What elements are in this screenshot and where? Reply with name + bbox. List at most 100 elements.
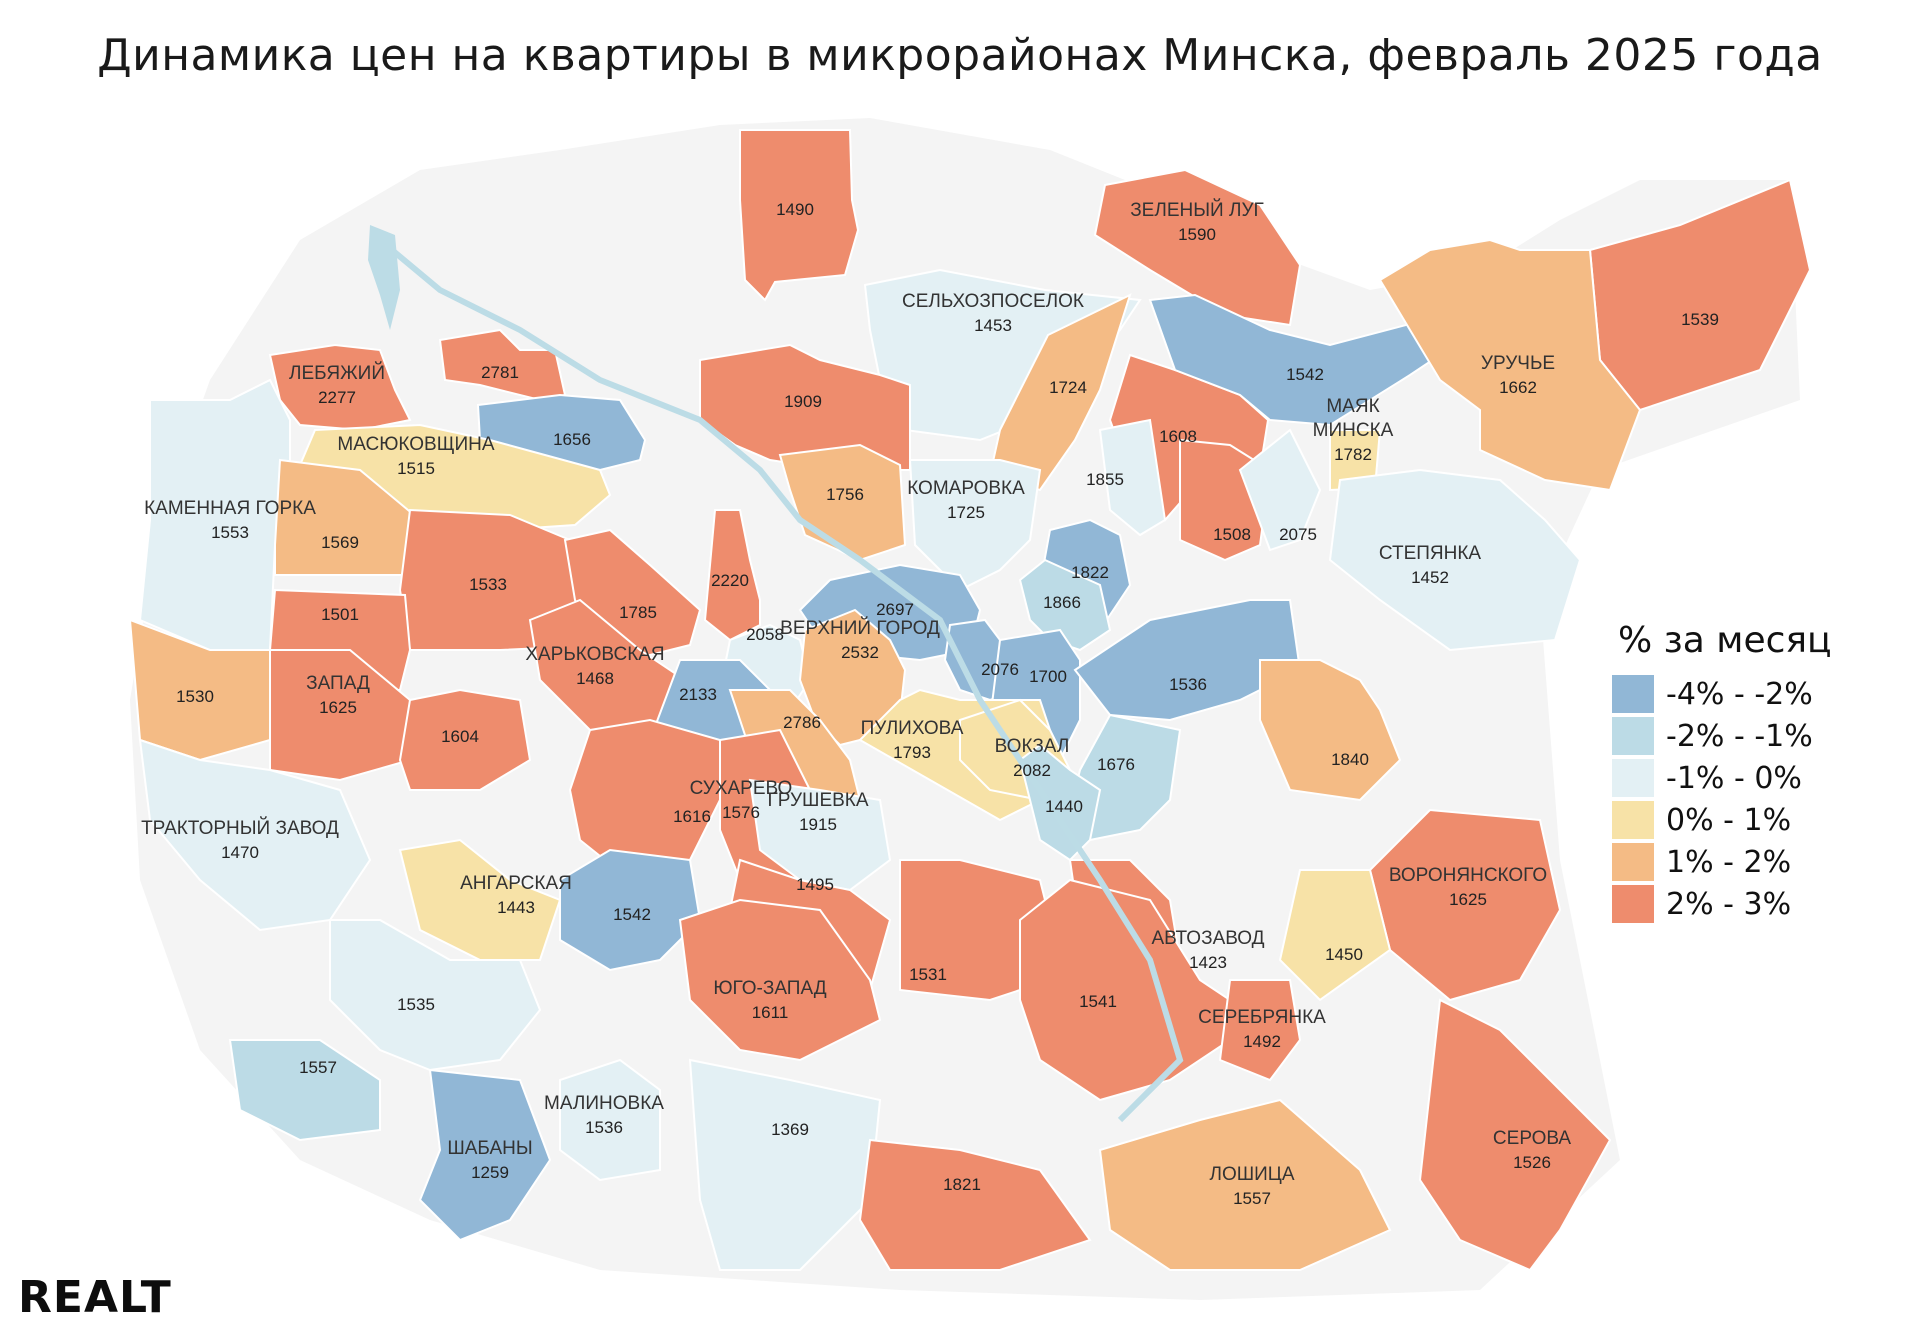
district-area xyxy=(908,459,1042,592)
district-price: 1443 xyxy=(497,898,535,917)
district-price: 1724 xyxy=(1049,378,1087,397)
district-name: МАСЮКОВЩИНА xyxy=(337,434,494,455)
legend-label: -2% - -1% xyxy=(1666,718,1813,754)
district-price: 1855 xyxy=(1086,470,1124,489)
district-name: СЕРОВА xyxy=(1493,1128,1571,1149)
district-price: 1576 xyxy=(722,803,760,822)
district-price: 2277 xyxy=(318,388,356,407)
district-price: 1725 xyxy=(947,503,985,522)
legend-label: 0% - 1% xyxy=(1666,802,1792,838)
district-price: 1533 xyxy=(469,575,507,594)
district-price: 1369 xyxy=(771,1120,809,1139)
district-price: 1822 xyxy=(1071,563,1109,582)
district-name: СЕЛЬХОЗПОСЕЛОК xyxy=(902,291,1084,312)
district-name: УРУЧЬЕ xyxy=(1481,353,1555,374)
district-price: 1793 xyxy=(893,743,931,762)
district-name: ХАРЬКОВСКАЯ xyxy=(525,644,664,665)
district-area xyxy=(1093,168,1302,327)
legend-swatch xyxy=(1612,885,1654,923)
district-area xyxy=(559,848,702,972)
legend-swatch xyxy=(1612,759,1654,797)
district-price: 1535 xyxy=(397,995,435,1014)
district-name: ВОКЗАЛ xyxy=(995,736,1070,757)
district-price: 1440 xyxy=(1045,797,1083,816)
district-price: 1590 xyxy=(1178,225,1216,244)
district-area xyxy=(1019,878,1262,1102)
district-area xyxy=(1018,743,1102,862)
district-price: 1536 xyxy=(1169,675,1207,694)
district-area xyxy=(748,778,892,892)
district-area xyxy=(418,1068,552,1242)
district-name: ТРАКТОРНЫЙ ЗАВОД xyxy=(141,817,339,839)
district-price: 1501 xyxy=(321,605,359,624)
district-price: 2076 xyxy=(981,660,1019,679)
realt-logo: REALT xyxy=(18,1272,172,1323)
district-price: 1530 xyxy=(176,687,214,706)
legend-label: -1% - 0% xyxy=(1666,760,1802,796)
district-price: 1470 xyxy=(221,843,259,862)
district-area xyxy=(1098,1098,1392,1271)
river xyxy=(378,237,1184,1123)
district-name: АНГАРСКАЯ xyxy=(460,873,572,894)
district-name: МАЛИНОВКА xyxy=(544,1093,664,1114)
district-area xyxy=(858,1138,1092,1271)
district-price: 2058 xyxy=(746,625,784,644)
district-name: КАМЕННАЯ ГОРКА xyxy=(144,498,316,519)
lake xyxy=(368,225,400,330)
district-area xyxy=(678,898,882,1062)
legend-item: 1% - 2% xyxy=(1612,841,1912,883)
water-bodies xyxy=(368,225,1184,1123)
district-price: 1616 xyxy=(673,807,711,826)
district-area xyxy=(688,1058,882,1271)
district-area xyxy=(778,443,907,562)
map-title: Динамика цен на квартиры в микрорайонах … xyxy=(97,30,1823,81)
district-name: КОМАРОВКА xyxy=(907,478,1025,499)
district-price: 1453 xyxy=(974,316,1012,335)
district-name: ВЕРХНИЙ ГОРОД xyxy=(780,617,940,639)
legend: % за месяц -4% - -2% -2% - -1% -1% - 0% … xyxy=(1612,620,1912,925)
legend-item: 2% - 3% xyxy=(1612,883,1912,925)
district-price: 1915 xyxy=(799,815,837,834)
district-price: 1625 xyxy=(1449,890,1487,909)
district-area xyxy=(398,838,562,961)
district-name: ШАБАНЫ xyxy=(447,1138,532,1159)
district-name: МИНСКА xyxy=(1313,420,1394,441)
legend-item: 0% - 1% xyxy=(1612,799,1912,841)
district-price: 1608 xyxy=(1159,427,1197,446)
district-area xyxy=(228,1039,381,1142)
district-price: 1539 xyxy=(1681,310,1719,329)
legend-item: -4% - -2% xyxy=(1612,673,1912,715)
district-price: 2075 xyxy=(1279,525,1317,544)
district-name: ЛЕБЯЖИЙ xyxy=(289,362,385,384)
district-area xyxy=(329,919,542,1072)
district-area xyxy=(1328,468,1582,652)
district-price: 1536 xyxy=(585,1118,623,1137)
district-price: 2786 xyxy=(783,713,821,732)
district-price: 1785 xyxy=(619,603,657,622)
district-price: 1611 xyxy=(752,1003,789,1022)
district-area xyxy=(559,1058,661,1182)
district-name: ЗАПАД xyxy=(306,673,370,694)
district-price: 1542 xyxy=(1286,365,1324,384)
district-price: 1782 xyxy=(1334,445,1372,464)
district-area xyxy=(703,509,761,642)
district-name: ЮГО-ЗАПАД xyxy=(713,978,826,999)
district-price: 1542 xyxy=(613,905,651,924)
district-price: 1526 xyxy=(1513,1153,1551,1172)
district-polygons xyxy=(128,129,1812,1272)
district-price: 1508 xyxy=(1213,525,1251,544)
district-name: СЕРЕБРЯНКА xyxy=(1198,1007,1326,1028)
district-name: СУХАРЕВО xyxy=(690,778,793,799)
district-area xyxy=(1418,998,1612,1272)
district-price: 1625 xyxy=(319,698,357,717)
legend-label: 1% - 2% xyxy=(1666,844,1792,880)
district-price: 1656 xyxy=(553,430,591,449)
legend-swatch xyxy=(1612,843,1654,881)
district-price: 1756 xyxy=(826,485,864,504)
district-area xyxy=(1018,558,1112,652)
district-name: ЗЕЛЕНЫЙ ЛУГ xyxy=(1130,199,1264,221)
district-price: 1821 xyxy=(943,1175,981,1194)
district-price: 1495 xyxy=(796,875,834,894)
district-price: 1569 xyxy=(321,533,359,552)
district-area xyxy=(1218,979,1302,1082)
